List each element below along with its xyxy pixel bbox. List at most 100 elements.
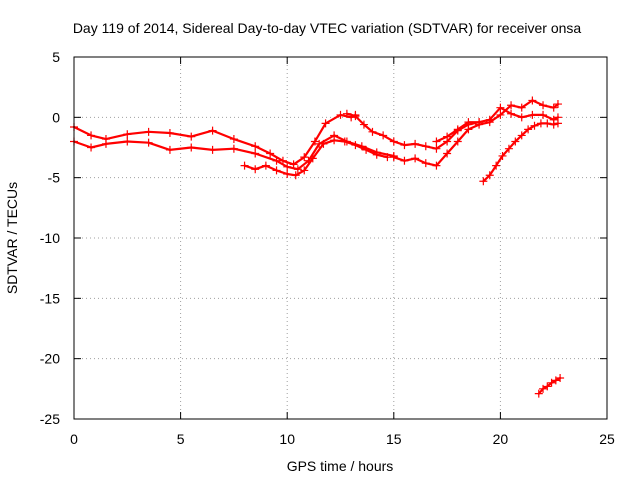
y-tick-label: 5 [52, 49, 60, 65]
data-point [362, 145, 371, 154]
y-axis-label: SDTVAR / TECUs [4, 182, 20, 294]
data-point [528, 110, 537, 119]
data-point [165, 145, 174, 154]
data-point [389, 137, 398, 146]
data-point [539, 101, 548, 110]
y-tick-label: -15 [40, 290, 60, 306]
data-point [330, 136, 339, 145]
data-point [496, 110, 505, 119]
data-point [539, 384, 548, 393]
data-point [464, 118, 473, 127]
plot-frame [73, 56, 608, 420]
x-axis-label: GPS time / hours [287, 458, 394, 474]
data-point [504, 144, 513, 153]
series-track-e [389, 96, 562, 170]
data-point [498, 151, 507, 160]
data-point [251, 149, 260, 158]
data-point [464, 125, 473, 134]
data-point [551, 376, 560, 385]
data-point [539, 110, 548, 119]
data-point [549, 103, 558, 112]
data-point [549, 120, 558, 129]
y-tick-label: -5 [48, 170, 61, 186]
data-point [310, 137, 319, 146]
data-point [187, 143, 196, 152]
data-point [517, 131, 526, 140]
data-point [123, 130, 132, 139]
data-point [389, 153, 398, 162]
data-series [70, 96, 565, 398]
data-point [485, 171, 494, 180]
data-point [411, 154, 420, 163]
data-point [300, 166, 309, 175]
data-point [528, 96, 537, 105]
series-line [345, 112, 481, 150]
data-point [507, 109, 516, 118]
data-point [229, 135, 238, 144]
data-point [336, 110, 345, 119]
data-point [283, 170, 292, 179]
data-point [496, 103, 505, 112]
data-point [321, 119, 330, 128]
data-point [443, 149, 452, 158]
data-point [400, 141, 409, 150]
data-point [291, 171, 300, 180]
data-point [372, 150, 381, 159]
data-point [479, 177, 488, 186]
data-point [351, 141, 360, 150]
y-tick-label: 0 [52, 109, 60, 125]
data-point [272, 166, 281, 175]
data-point [101, 139, 110, 148]
data-point [530, 121, 539, 130]
data-point [524, 125, 533, 134]
x-tick-labels: 0 5 10 15 20 25 [70, 431, 615, 447]
data-point [293, 165, 302, 174]
series-line [482, 122, 560, 183]
data-point [553, 100, 562, 109]
data-point [534, 389, 543, 398]
data-point [453, 125, 462, 134]
data-point [289, 160, 298, 169]
data-point [543, 119, 552, 128]
data-point [400, 156, 409, 165]
data-point [411, 139, 420, 148]
data-point [251, 142, 260, 151]
data-point [144, 138, 153, 147]
data-point [123, 137, 132, 146]
data-point [87, 143, 96, 152]
data-point [421, 159, 430, 168]
data-point [144, 127, 153, 136]
series-track-a [70, 110, 360, 169]
data-point [443, 132, 452, 141]
x-tick-label: 0 [70, 431, 78, 447]
data-point [340, 137, 349, 146]
x-tick-label: 25 [599, 431, 615, 447]
data-point [553, 119, 562, 128]
data-point [272, 156, 281, 165]
data-point [556, 373, 565, 382]
y-tick-label: -20 [40, 351, 60, 367]
data-point [432, 161, 441, 170]
data-point [187, 132, 196, 141]
series-line [392, 99, 560, 167]
y-tick-labels: 5 0 -5 -10 -15 -20 -25 [40, 49, 60, 427]
series-track-f [432, 103, 562, 146]
y-tick-label: -25 [40, 411, 60, 427]
data-point [342, 109, 351, 118]
data-point [517, 113, 526, 122]
data-point [87, 131, 96, 140]
series-track-h [534, 373, 565, 398]
data-point [517, 103, 526, 112]
data-point [492, 161, 501, 170]
data-point [208, 126, 217, 135]
series-track-g [479, 119, 562, 186]
data-point [319, 139, 328, 148]
data-point [266, 149, 275, 158]
data-point [421, 142, 430, 151]
data-point [432, 137, 441, 146]
data-point [547, 378, 556, 387]
data-point [351, 112, 360, 121]
x-tick-label: 10 [279, 431, 295, 447]
data-point [308, 154, 317, 163]
data-point [453, 137, 462, 146]
